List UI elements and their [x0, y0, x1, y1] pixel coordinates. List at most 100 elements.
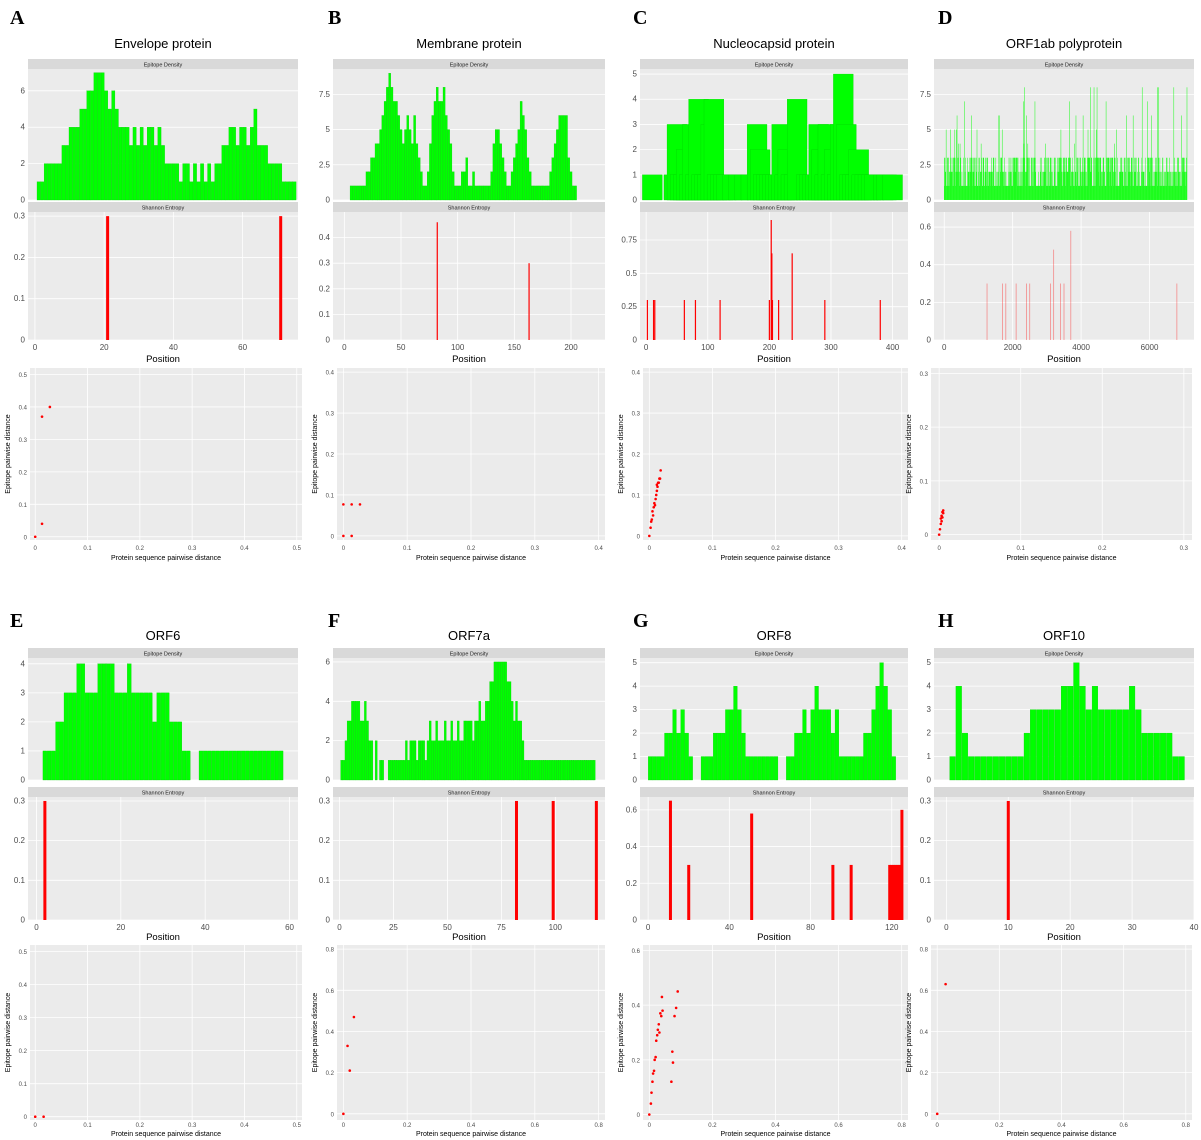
density-bar — [491, 681, 494, 781]
density-bar — [365, 171, 369, 201]
entropy-bar — [771, 253, 773, 340]
density-bar — [253, 108, 258, 201]
density-bar — [590, 760, 594, 781]
y-tick-label: 0.75 — [621, 236, 637, 245]
density-bar — [1085, 709, 1092, 781]
density-bar — [513, 720, 516, 781]
density-bar — [1030, 709, 1037, 781]
density-bar — [239, 127, 243, 201]
density-bar — [218, 163, 222, 201]
y-tick-label: 0.1 — [319, 876, 331, 885]
scatter-point — [654, 493, 658, 497]
density-bar — [452, 740, 456, 781]
density-bar — [501, 157, 505, 201]
density-bar — [700, 756, 705, 781]
x-tick-label: 0.2 — [708, 1123, 717, 1129]
y-tick-label: 0 — [927, 916, 932, 925]
x-tick-label: 40 — [1190, 923, 1199, 932]
entropy-strip-label: Shannon Entropy — [753, 791, 796, 797]
density-bar — [207, 750, 212, 781]
entropy-strip-label: Shannon Entropy — [448, 206, 491, 212]
y-tick-label: 2 — [21, 159, 26, 168]
y-tick-label: 2 — [633, 729, 638, 738]
y-tick-label: 0 — [637, 534, 641, 540]
density-bar — [47, 163, 52, 201]
density-bar — [652, 756, 657, 781]
density-bar — [1054, 709, 1061, 781]
plot-background — [28, 212, 298, 340]
density-bar — [582, 760, 585, 781]
density-bar — [441, 740, 445, 781]
density-bar — [552, 760, 555, 781]
density-bar — [107, 108, 112, 201]
density-bar — [709, 756, 714, 781]
density-bar — [282, 181, 286, 201]
density-bar — [354, 185, 357, 201]
x-tick-label: 200 — [763, 343, 777, 352]
density-bar — [489, 681, 492, 781]
density-bar — [395, 101, 398, 201]
density-bar — [433, 101, 437, 201]
density-bar — [386, 87, 389, 201]
panel-title: ORF7a — [448, 628, 491, 643]
density-bar — [169, 721, 174, 781]
x-tick-label: 4000 — [1072, 343, 1090, 352]
density-bar — [139, 692, 144, 781]
y-tick-label: 0.6 — [326, 989, 335, 995]
scatter-point — [40, 522, 44, 526]
density-bar — [144, 692, 149, 781]
entropy-bar — [849, 864, 853, 920]
density-bar — [648, 756, 653, 781]
density-bar — [368, 171, 371, 201]
scatter-point — [657, 1022, 661, 1026]
density-bar — [210, 181, 215, 201]
density-bar — [203, 750, 208, 781]
density-bar — [802, 709, 807, 781]
y-tick-label: 5 — [927, 658, 932, 667]
density-bar — [859, 756, 864, 781]
density-bar — [364, 701, 367, 781]
x-tick-label: 0 — [644, 343, 649, 352]
x-tick-label: 20 — [116, 923, 125, 932]
scatter-point — [358, 503, 362, 506]
scatter-point — [352, 1015, 356, 1019]
entropy-bar — [892, 864, 896, 920]
density-bar — [375, 740, 378, 781]
density-bar — [433, 740, 436, 781]
scatter-point — [650, 518, 654, 521]
x-tick-label: 0.6 — [834, 1123, 843, 1129]
y-tick-label: 5 — [927, 125, 932, 134]
x-tick-label: 0 — [936, 1123, 940, 1129]
density-bar — [271, 163, 275, 201]
density-bar — [349, 185, 353, 201]
y-tick-label: 0 — [633, 336, 638, 345]
density-bar — [508, 681, 512, 781]
density-bar — [398, 760, 402, 781]
y-tick-label: 3 — [927, 705, 932, 714]
density-bar — [571, 760, 574, 781]
density-bar — [451, 171, 455, 201]
density-bar — [476, 185, 480, 201]
density-bar — [1122, 709, 1129, 781]
density-bar — [1147, 732, 1154, 781]
x-tick-label: 0.4 — [1057, 1123, 1066, 1129]
scatter-point — [658, 477, 662, 480]
panel-g: G ORF8 Epitope Density 0 1 2 3 4 5 Shannon Entrop… — [618, 610, 908, 1138]
density-bar — [535, 185, 539, 201]
density-bar — [463, 171, 466, 201]
y-tick-label: 0 — [637, 1113, 641, 1119]
density-bar — [488, 185, 491, 201]
density-bar — [564, 760, 568, 781]
y-tick-label: 0.6 — [632, 949, 641, 955]
x-tick-label: 0.1 — [403, 546, 412, 552]
y-tick-label: 0 — [633, 196, 638, 205]
density-bar — [387, 760, 391, 781]
density-bar — [215, 750, 220, 781]
density-bar — [221, 145, 226, 201]
density-bar — [465, 157, 468, 201]
x-tick-label: 0.5 — [293, 1123, 302, 1129]
entropy-strip-label: Shannon Entropy — [1043, 206, 1086, 212]
density-bar — [538, 185, 541, 201]
x-tick-label: 0.4 — [771, 1123, 780, 1129]
y-tick-label: 0.4 — [19, 405, 28, 411]
